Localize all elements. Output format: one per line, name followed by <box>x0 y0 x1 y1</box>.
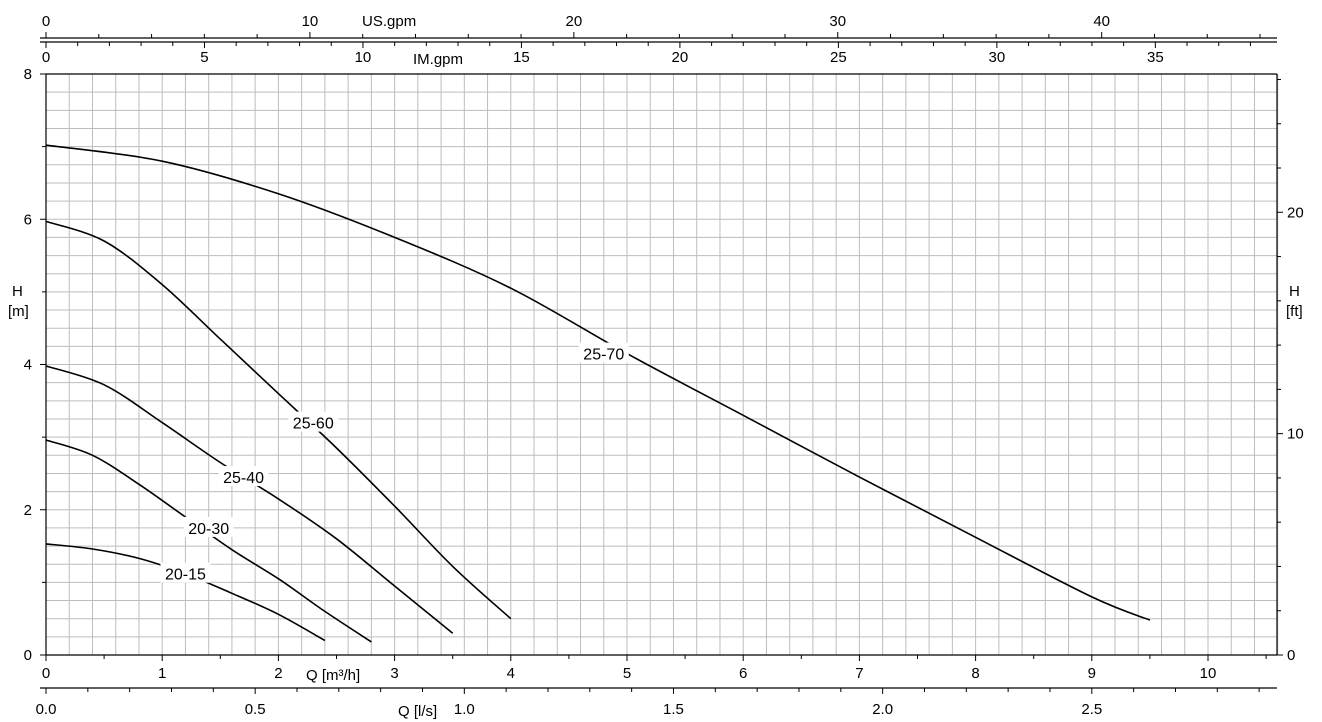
right-axis-title-line1: H <box>1289 283 1300 300</box>
im-tick-label: 35 <box>1147 49 1164 66</box>
x-tick-label: 8 <box>971 665 979 682</box>
us-tick-label: 0 <box>42 13 50 30</box>
curve-labels: 20-15 20-30 25-40 25-60 25-70 <box>160 342 629 584</box>
curve-label-25-60: 25-60 <box>293 416 334 433</box>
x-tick-label: 4 <box>507 665 515 682</box>
right-tick-label: 20 <box>1287 204 1304 221</box>
x-axis-title: Q [m³/h] <box>306 667 360 684</box>
curve-label-20-15: 20-15 <box>165 567 206 584</box>
top-us-axis-title: US.gpm <box>362 13 416 30</box>
x-tick-label: 9 <box>1088 665 1096 682</box>
us-tick-label: 30 <box>829 13 846 30</box>
y-tick-label: 6 <box>24 211 32 228</box>
ls-tick-label: 1.0 <box>454 701 475 718</box>
curve-label-bg <box>288 411 339 432</box>
im-tick-label: 25 <box>830 49 847 66</box>
x-tick-label: 6 <box>739 665 747 682</box>
im-tick-label: 10 <box>355 49 372 66</box>
curve-label-bg <box>183 516 234 537</box>
us-tick-label: 40 <box>1093 13 1110 30</box>
curve-label-bg <box>160 562 211 583</box>
ls-tick-label: 2.5 <box>1081 701 1102 718</box>
grid <box>45 73 1279 656</box>
right-axis-title-line2: [ft] <box>1286 303 1303 320</box>
bottom-ls-axis-title: Q [l/s] <box>398 703 437 720</box>
curve-25-60 <box>45 220 512 620</box>
x-tick-label: 10 <box>1200 665 1217 682</box>
im-tick-label: 0 <box>42 49 50 66</box>
ls-tick-label: 1.5 <box>663 701 684 718</box>
top-im-axis-title: IM.gpm <box>413 51 463 68</box>
curve-label-20-30: 20-30 <box>188 521 229 538</box>
y-axis-title-line1: H <box>12 283 23 300</box>
y-tick-label: 4 <box>24 357 32 374</box>
ls-tick-label: 0.0 <box>36 701 57 718</box>
x-tick-label: 0 <box>42 665 50 682</box>
x-tick-label: 1 <box>158 665 166 682</box>
curve-label-bg <box>578 342 629 363</box>
curve-label-25-70: 25-70 <box>583 347 624 364</box>
us-tick-label: 10 <box>302 13 319 30</box>
curve-label-25-40: 25-40 <box>223 470 264 487</box>
right-tick-label: 10 <box>1287 426 1304 443</box>
curve-25-40 <box>45 365 454 634</box>
curve-label-bg <box>218 466 269 487</box>
y-axis-title-line2: [m] <box>8 303 29 320</box>
x-tick-label: 7 <box>855 665 863 682</box>
im-tick-label: 20 <box>672 49 689 66</box>
right-tick-label: 0 <box>1287 647 1295 664</box>
us-tick-label: 20 <box>565 13 582 30</box>
ls-tick-label: 2.0 <box>872 701 893 718</box>
x-tick-label: 2 <box>274 665 282 682</box>
im-tick-label: 15 <box>513 49 530 66</box>
y-tick-label: 0 <box>24 647 32 664</box>
x-tick-label: 3 <box>390 665 398 682</box>
y-tick-label: 8 <box>24 66 32 83</box>
ls-tick-label: 0.5 <box>245 701 266 718</box>
x-tick-label: 5 <box>623 665 631 682</box>
y-tick-label: 2 <box>24 502 32 519</box>
im-tick-label: 30 <box>989 49 1006 66</box>
im-tick-label: 5 <box>200 49 208 66</box>
